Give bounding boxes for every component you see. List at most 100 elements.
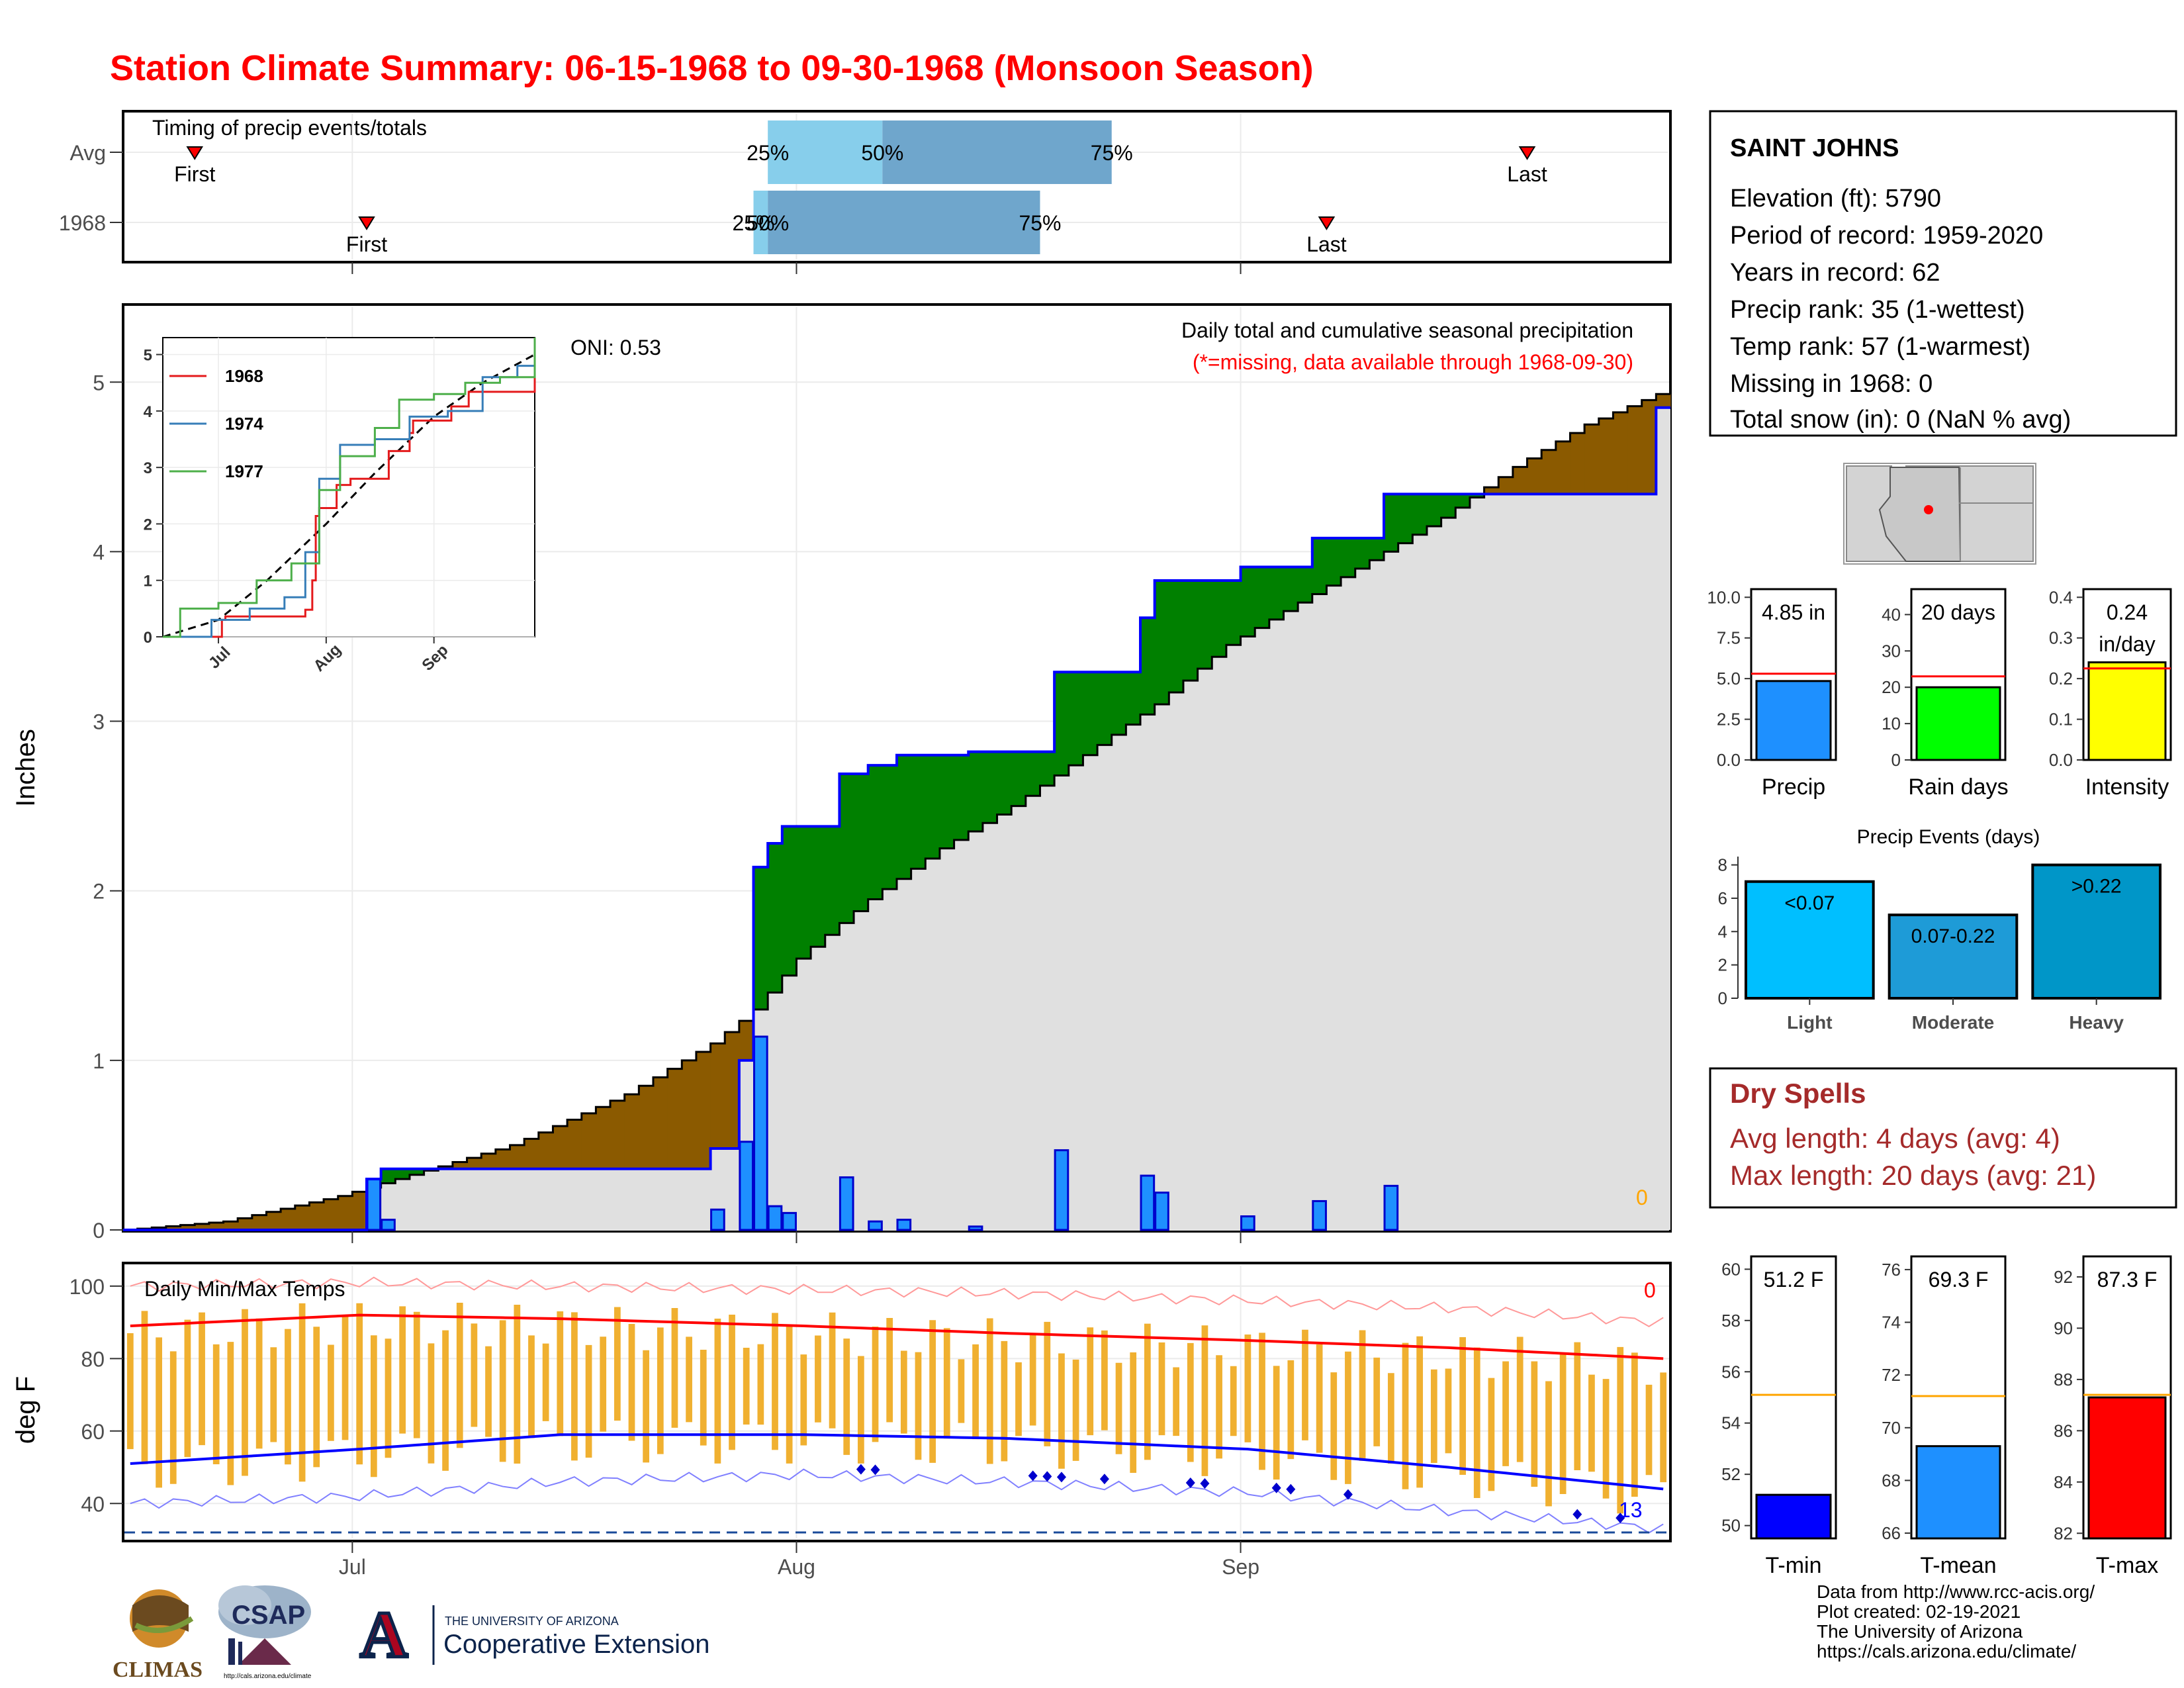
panel-bar-T-max <box>2087 1396 2167 1540</box>
inset-average-line <box>162 353 535 638</box>
dry-spells-frame <box>1709 1067 2177 1209</box>
panel-label-T-min: T-min <box>1766 1553 1822 1578</box>
surplus-fill <box>782 826 797 976</box>
climas-text: CLIMAS <box>113 1658 203 1682</box>
daily-precip-bar <box>868 1220 883 1231</box>
surplus-fill <box>1040 751 1055 786</box>
below-average-marker <box>1042 1471 1052 1482</box>
surplus-fill <box>911 755 926 869</box>
dry-spells-avg: Avg length: 4 days (avg: 4) <box>1730 1123 2060 1154</box>
surplus-fill <box>1154 580 1169 704</box>
surplus-fill <box>1197 580 1212 669</box>
below-average-marker <box>1099 1474 1109 1485</box>
csap-url: http://cals.arizona.edu/climate <box>224 1673 312 1680</box>
surplus-fill <box>997 751 1012 815</box>
deficit-fill <box>682 1060 697 1169</box>
panel-ytick-label: 74 <box>1882 1313 1901 1333</box>
panel-value-label-T-min: 51.2 F <box>1764 1268 1824 1291</box>
deficit-fill <box>567 1119 582 1169</box>
daily-precip-bar <box>839 1176 854 1231</box>
csap-logo: CSAP http://cals.arizona.edu/climate <box>218 1585 312 1680</box>
deficit-fill <box>223 1221 238 1230</box>
inset-ytick-label: 3 <box>144 459 152 477</box>
deficit-fill <box>696 1052 711 1169</box>
deficit-fill <box>481 1153 496 1169</box>
surplus-fill <box>1068 672 1083 766</box>
panel-value-label-T-max: 87.3 F <box>2097 1268 2158 1291</box>
deficit-fill <box>725 1032 740 1149</box>
surplus-fill <box>1212 580 1227 657</box>
deficit-fill <box>1512 467 1528 494</box>
below-average-marker <box>1200 1477 1210 1489</box>
missing-count: 0 <box>1636 1186 1648 1209</box>
timing-title: Timing of precip events/totals <box>152 116 427 140</box>
surplus-fill <box>982 751 998 823</box>
panel-ytick-label: 0.3 <box>2049 628 2073 648</box>
timing-bar-25-50 <box>753 191 768 254</box>
events-category-Heavy: Heavy <box>2069 1012 2124 1033</box>
timing-p50-label: 50% <box>747 211 789 235</box>
dry-spells-title: Dry Spells <box>1730 1078 1866 1109</box>
deficit-fill <box>653 1077 668 1169</box>
events-bar-Light <box>1745 880 1875 1000</box>
precip-title: Daily total and cumulative seasonal prec… <box>1181 318 1633 342</box>
panel-ytick-label: 60 <box>1721 1259 1741 1279</box>
daily-precip-bar <box>1154 1192 1169 1231</box>
temp-count-bottom: 13 <box>1619 1498 1643 1522</box>
inset-series-line-1968 <box>163 363 536 638</box>
events-bar-label-Moderate: 0.07-0.22 <box>1911 925 1995 947</box>
surplus-fill <box>811 826 826 947</box>
deficit-fill <box>495 1149 510 1169</box>
panel-ytick-label: 30 <box>1882 641 1901 661</box>
inset-legend-label-1977: 1977 <box>225 461 263 481</box>
inset-ytick-label: 5 <box>144 347 152 365</box>
timing-bar-50-75 <box>882 120 1112 184</box>
timing-bar-25-50 <box>768 120 883 184</box>
panel-ytick-label: 0.0 <box>1717 750 1741 770</box>
station-info-box: SAINT JOHNS Elevation (ft): 5790 Period … <box>1709 110 2177 437</box>
ua-bottom-text: Cooperative Extension <box>443 1630 709 1659</box>
deficit-fill <box>309 1202 324 1230</box>
temp-count-top: 0 <box>1644 1278 1656 1302</box>
timing-p25-label: 25% <box>732 211 774 235</box>
temp-ytick-label: 100 <box>69 1275 105 1299</box>
panel-ytick-label: 70 <box>1882 1418 1901 1438</box>
surplus-fill <box>381 1168 396 1184</box>
panel-ytick-label: 40 <box>1882 604 1901 624</box>
surplus-fill <box>1226 580 1242 645</box>
panel-bar-T-min <box>1755 1493 1832 1540</box>
inset-frame <box>162 337 535 637</box>
panel-ytick-label: 86 <box>2054 1421 2073 1440</box>
station-line-5: Temp rank: 57 (1-warmest) <box>1730 333 2030 361</box>
panel-value-label-Rain days: 20 days <box>1921 600 1995 624</box>
timing-last-label: Last <box>1306 232 1347 256</box>
footer-line-created: Plot created: 02-19-2021 <box>1817 1601 2021 1622</box>
daily-precip-bar <box>1383 1184 1399 1231</box>
panel-label-T-max: T-max <box>2096 1553 2158 1578</box>
deficit-fill <box>1656 394 1671 408</box>
surplus-fill <box>882 765 897 890</box>
surplus-fill <box>1341 538 1356 577</box>
footer-line-source: Data from http://www.rcc-acis.org/ <box>1817 1581 2095 1602</box>
record-max-line <box>130 1276 1664 1328</box>
panel-ytick-label: 5.0 <box>1717 669 1741 688</box>
inset-legend-label-1968: 1968 <box>225 366 263 386</box>
below-average-marker <box>1271 1482 1281 1493</box>
deficit-fill <box>538 1132 553 1169</box>
surplus-fill <box>1083 672 1098 755</box>
events-category-Light: Light <box>1787 1012 1832 1033</box>
deficit-fill <box>739 1021 754 1060</box>
below-average-marker <box>870 1464 880 1476</box>
daily-precip-bar <box>739 1141 754 1231</box>
panel-ytick-label: 0.2 <box>2049 669 2073 688</box>
daily-precip-bar <box>1312 1199 1327 1231</box>
surplus-fill <box>1412 494 1428 535</box>
panel-ytick-label: 52 <box>1721 1464 1741 1484</box>
surplus-fill <box>1312 538 1327 594</box>
panel-ytick-label: 20 <box>1882 677 1901 697</box>
daily-precip-bar <box>366 1178 382 1231</box>
deficit-fill <box>251 1215 267 1230</box>
timing-p50-label: 50% <box>861 141 903 165</box>
precip-subtitle: (*=missing, data available through 1968-… <box>1193 350 1633 374</box>
surplus-fill <box>1011 751 1026 806</box>
